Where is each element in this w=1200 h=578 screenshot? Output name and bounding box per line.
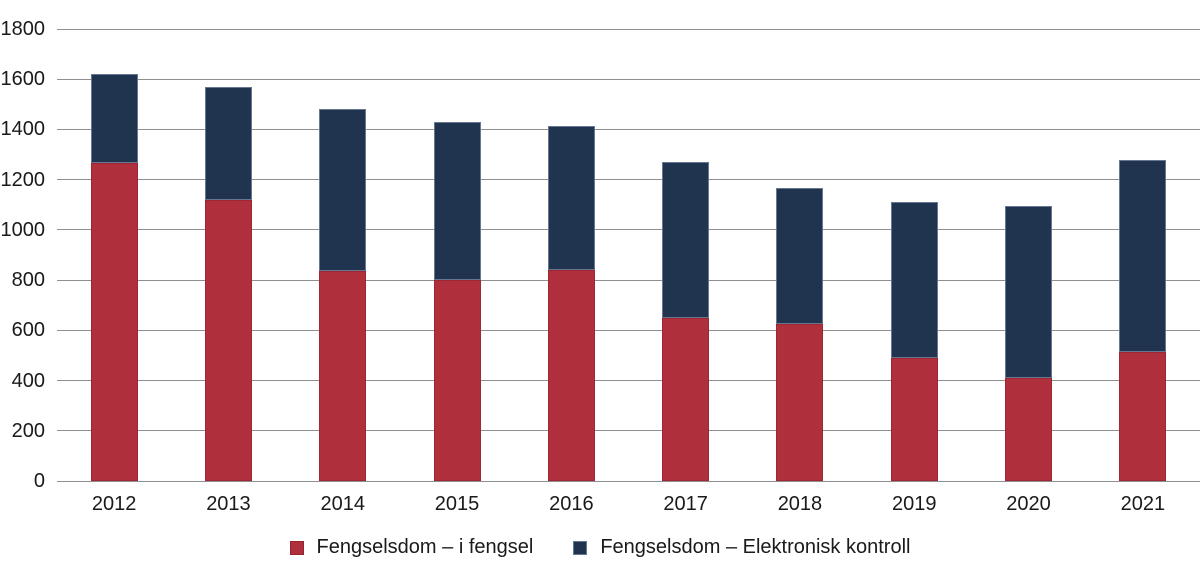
bar-2013 [204,86,252,481]
x-tick-label-2016: 2016 [549,493,594,515]
plot-area [57,28,1200,482]
gridline-0 [57,480,1200,482]
bar-2015 [433,121,481,481]
gridline-800 [57,279,1200,281]
bar-segment-fengsel-2021 [1119,351,1167,481]
bar-segment-fengsel-2012 [90,163,138,481]
bar-segment-fengsel-2018 [776,324,824,481]
bar-segment-fengsel-2013 [204,199,252,481]
y-tick-label-400: 400 [11,369,45,392]
x-tick-label-2017: 2017 [663,493,708,515]
bar-segment-fengsel-2017 [662,317,710,481]
y-tick-label-0: 0 [33,470,45,492]
y-tick-label-1200: 1200 [0,168,46,191]
bar-2020 [1005,206,1053,481]
bar-2012 [90,74,138,481]
legend-label: Fengselsdom – i fengsel [316,536,534,558]
bar-segment-elektronisk-2016 [547,125,595,271]
legend-swatch-icon [289,540,304,555]
x-tick-label-2021: 2021 [1120,493,1166,515]
y-tick-label-1600: 1600 [0,68,46,91]
y-tick-label-1400: 1400 [0,118,46,141]
bar-segment-elektronisk-2018 [776,188,824,325]
x-tick-label-2012: 2012 [91,493,137,515]
bar-2014 [319,109,367,481]
x-tick-label-2020: 2020 [1006,493,1051,515]
gridline-1600 [57,78,1200,80]
y-tick-label-1000: 1000 [0,218,46,241]
bar-segment-elektronisk-2019 [890,202,938,358]
legend-swatch-icon [573,540,588,555]
gridline-400 [57,380,1200,382]
legend-item-1: Fengselsdom – Elektronisk kontroll [573,536,910,559]
bar-2017 [662,162,710,481]
gridline-1400 [57,128,1200,130]
gridline-1000 [57,229,1200,231]
gridline-1200 [57,179,1200,181]
y-tick-label-800: 800 [11,269,45,292]
x-tick-label-2013: 2013 [206,493,251,515]
x-tick-label-2019: 2019 [891,493,937,515]
x-tick-label-2015: 2015 [434,493,480,515]
bar-segment-fengsel-2016 [547,270,595,481]
bar-segment-fengsel-2019 [890,357,938,481]
bar-2019 [890,202,938,481]
bar-2016 [547,125,595,481]
legend: Fengselsdom – i fengsel Fengselsdom – Ele… [0,536,1200,559]
bar-segment-elektronisk-2021 [1119,159,1167,352]
x-tick-label-2014: 2014 [320,493,365,515]
x-tick-label-2018: 2018 [777,493,823,515]
bar-segment-elektronisk-2015 [433,121,481,281]
bar-segment-fengsel-2020 [1005,378,1053,481]
legend-item-0: Fengselsdom – i fengsel [289,536,534,559]
legend-label: Fengselsdom – Elektronisk kontroll [600,536,911,558]
y-tick-label-200: 200 [11,419,45,442]
bar-segment-elektronisk-2013 [204,86,252,200]
gridline-1800 [57,28,1200,30]
y-tick-label-1800: 1800 [0,18,46,40]
bar-2021 [1119,159,1167,481]
bar-segment-elektronisk-2017 [662,162,710,318]
bar-2018 [776,188,824,481]
y-tick-label-600: 600 [11,319,45,342]
bar-segment-elektronisk-2012 [90,74,138,164]
bar-segment-fengsel-2015 [433,280,481,481]
gridline-600 [57,329,1200,331]
bar-segment-fengsel-2014 [319,271,367,481]
gridline-200 [57,430,1200,432]
bar-segment-elektronisk-2014 [319,109,367,272]
bar-segment-elektronisk-2020 [1005,206,1053,379]
